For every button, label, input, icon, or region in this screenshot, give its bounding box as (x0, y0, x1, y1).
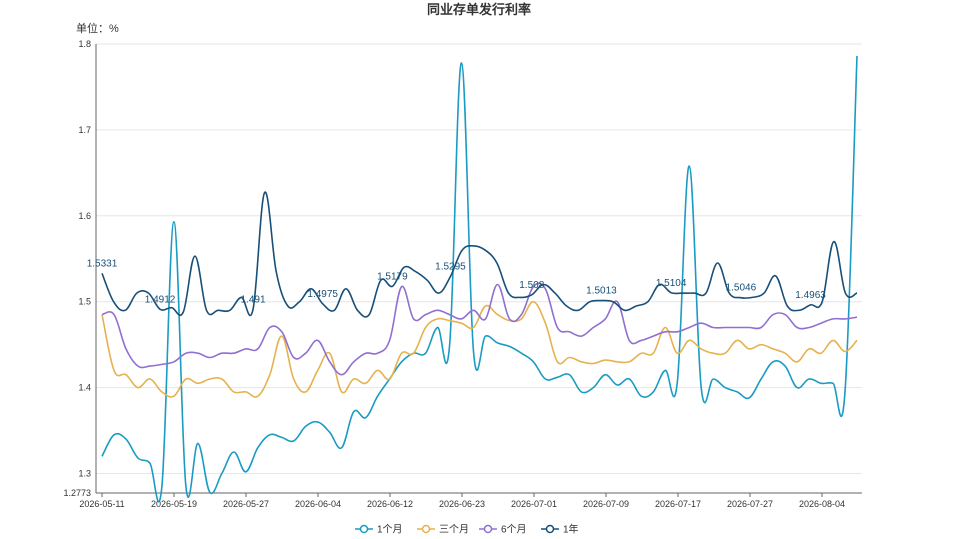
data-label: 1.5013 (586, 286, 617, 297)
data-label: 1.508 (519, 280, 544, 291)
x-tick-label: 2026-06-12 (367, 499, 413, 509)
legend-item[interactable]: 1个月 (355, 524, 403, 536)
x-tick-label: 2026-06-23 (439, 499, 485, 509)
x-tick-label: 2026-05-27 (223, 499, 269, 509)
y-tick-label: 1.5 (78, 297, 91, 307)
data-label: 1.5046 (726, 283, 757, 294)
x-tick-label: 2026-07-27 (727, 499, 773, 509)
chart-title: 同业存单发行利率 (427, 2, 531, 17)
x-tick-label: 2026-05-19 (151, 499, 197, 509)
legend-label: 1年 (563, 523, 579, 536)
legend-marker (483, 524, 493, 534)
unit-label: 单位：% (76, 21, 119, 35)
x-tick-label: 2026-06-04 (295, 499, 341, 509)
annotations: 1.5331 1.4912 1.491 1.4975 1.5179 1.5295 1.508… (87, 258, 827, 305)
data-label: 1.4912 (145, 294, 176, 305)
series-line-0 (101, 55, 858, 503)
y-tick-label: 1.6 (78, 211, 91, 221)
legend-item[interactable]: 1年 (541, 523, 579, 536)
y-tick-label: 1.7 (78, 125, 91, 135)
data-label: 1.5331 (87, 258, 118, 269)
series-line-3 (101, 191, 858, 318)
series-lines (101, 55, 858, 503)
legend-label: 1个月 (377, 524, 403, 536)
legend-marker (421, 524, 431, 534)
x-tick-label: 2026-08-04 (799, 499, 845, 509)
x-tick-label: 2026-07-01 (511, 499, 557, 509)
legend-marker (359, 524, 369, 534)
legend-item[interactable]: 三个月 (417, 524, 469, 536)
y-tick-label: 1.4 (78, 383, 91, 393)
data-label: 1.5295 (435, 261, 466, 272)
legend-label: 6个月 (501, 524, 527, 536)
x-tick-label: 2026-07-17 (655, 499, 701, 509)
data-label: 1.5179 (377, 271, 408, 282)
data-label: 1.4963 (795, 290, 826, 301)
grid (96, 43, 862, 475)
y-tick-label: 1.8 (78, 39, 91, 49)
y-tick-label: 1.3 (78, 469, 91, 479)
y-min-label: 1.2773 (63, 488, 91, 498)
data-label: 1.491 (240, 294, 265, 305)
series-line-2 (101, 282, 858, 376)
x-tick-label: 2026-07-09 (583, 499, 629, 509)
x-tick-label: 2026-05-11 (79, 499, 124, 509)
legend[interactable]: 1个月 三个月 6个月 1年 (355, 523, 579, 536)
legend-marker (545, 524, 555, 534)
legend-label: 三个月 (439, 524, 469, 536)
legend-item[interactable]: 6个月 (479, 524, 527, 536)
data-label: 1.5104 (656, 278, 687, 289)
data-label: 1.4975 (307, 289, 338, 300)
